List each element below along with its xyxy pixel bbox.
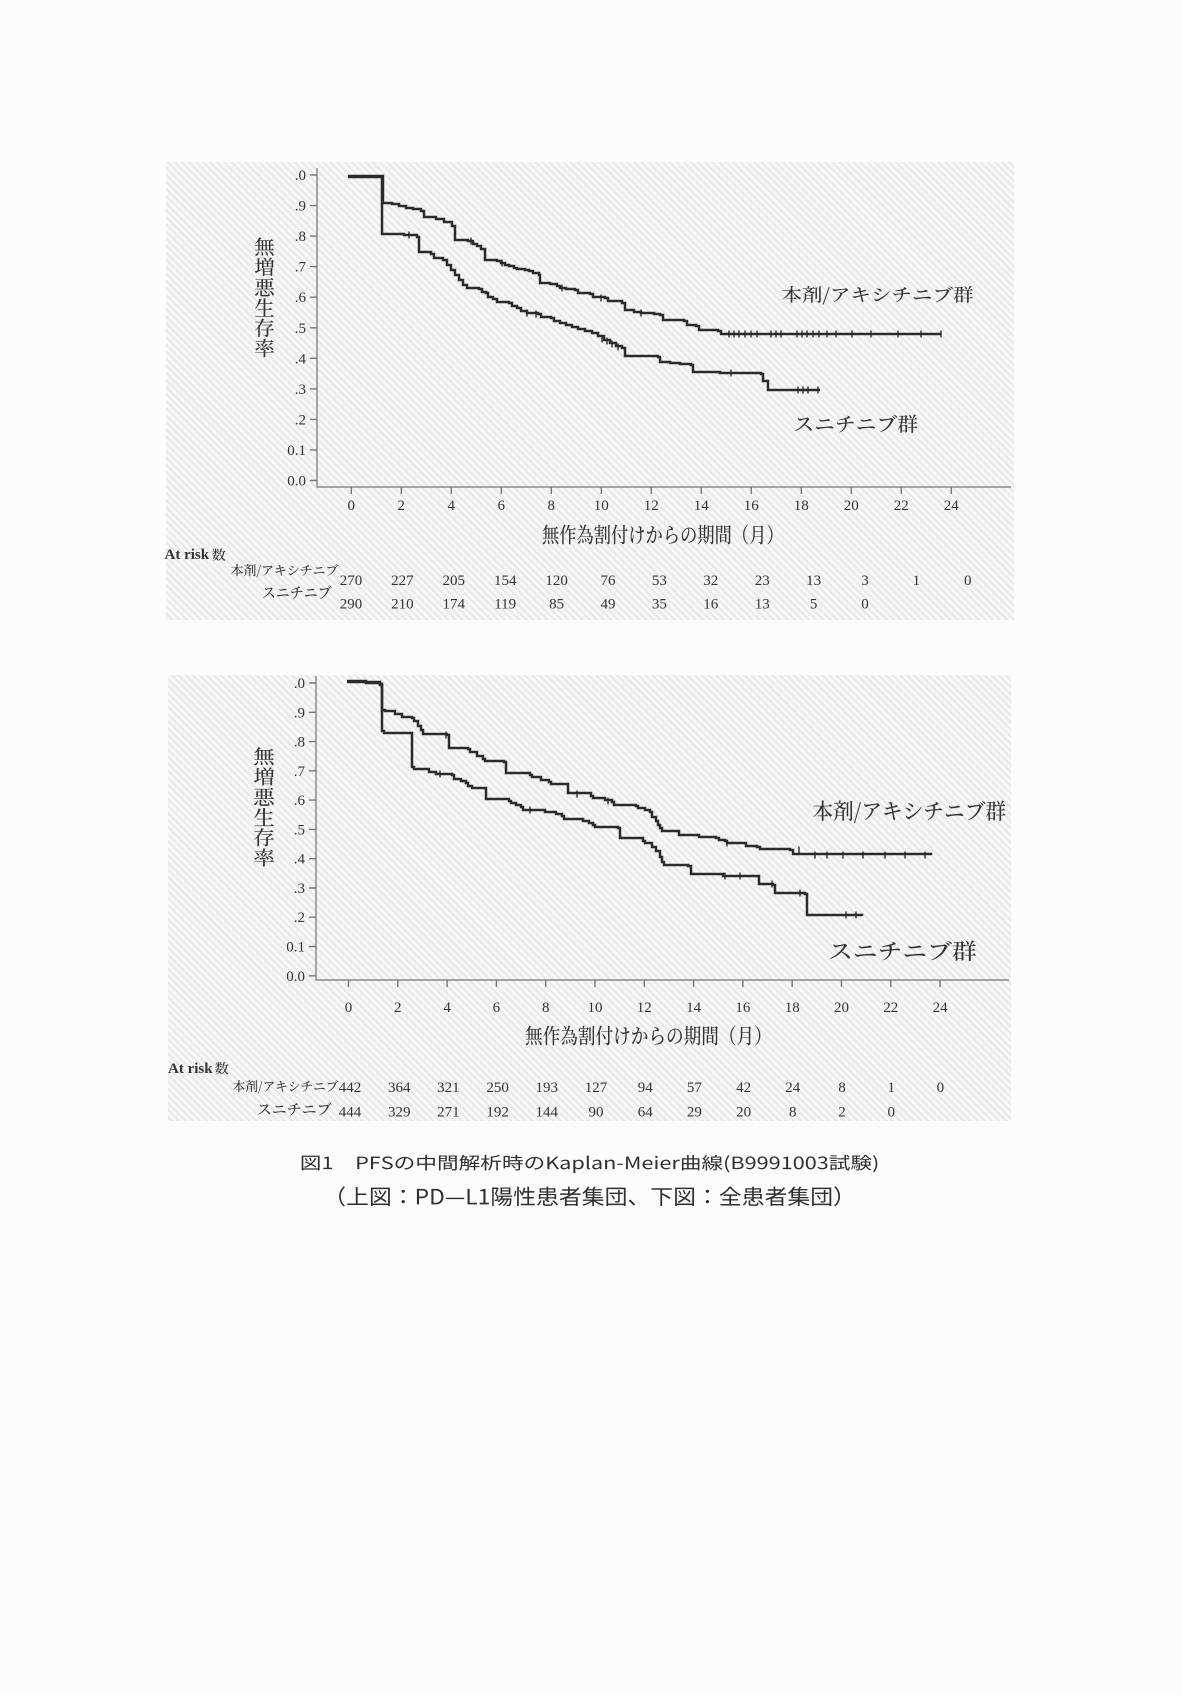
svg-text:35: 35 xyxy=(652,597,667,613)
svg-text:119: 119 xyxy=(494,597,516,613)
svg-text:.5: .5 xyxy=(294,822,305,838)
svg-text:76: 76 xyxy=(601,573,617,589)
svg-text:0: 0 xyxy=(861,597,869,613)
svg-text:14: 14 xyxy=(686,1000,702,1016)
svg-text:1: 1 xyxy=(887,1080,895,1096)
svg-text:227: 227 xyxy=(391,573,414,589)
svg-text:42: 42 xyxy=(736,1080,751,1096)
svg-text:13: 13 xyxy=(755,597,770,613)
svg-text:90: 90 xyxy=(589,1105,604,1121)
svg-text:.0: .0 xyxy=(295,168,306,184)
svg-text:127: 127 xyxy=(585,1080,608,1096)
svg-text:144: 144 xyxy=(536,1105,559,1121)
svg-text:154: 154 xyxy=(494,573,517,589)
svg-text:0: 0 xyxy=(964,573,972,589)
svg-text:.9: .9 xyxy=(295,199,306,215)
svg-text:5: 5 xyxy=(810,597,818,613)
svg-text:12: 12 xyxy=(644,498,659,514)
svg-text:8: 8 xyxy=(838,1080,846,1096)
svg-text:20: 20 xyxy=(736,1105,751,1121)
svg-text:13: 13 xyxy=(806,573,821,589)
svg-text:20: 20 xyxy=(844,498,859,514)
svg-text:24: 24 xyxy=(944,498,960,514)
svg-text:32: 32 xyxy=(703,573,718,589)
svg-text:.7: .7 xyxy=(294,764,306,780)
svg-text:.3: .3 xyxy=(294,881,305,897)
svg-text:0.0: 0.0 xyxy=(287,474,306,490)
svg-text:8: 8 xyxy=(789,1105,797,1121)
svg-text:0.1: 0.1 xyxy=(287,443,306,459)
svg-text:29: 29 xyxy=(687,1105,702,1121)
svg-text:.2: .2 xyxy=(295,412,306,428)
svg-text:205: 205 xyxy=(443,573,466,589)
svg-text:22: 22 xyxy=(883,1000,898,1016)
svg-text:22: 22 xyxy=(894,498,909,514)
svg-text:192: 192 xyxy=(486,1105,509,1121)
svg-text:193: 193 xyxy=(536,1080,559,1096)
svg-text:.0: .0 xyxy=(294,676,305,692)
svg-text:20: 20 xyxy=(834,1000,849,1016)
svg-text:.7: .7 xyxy=(295,260,307,276)
svg-text:16: 16 xyxy=(744,498,760,514)
svg-text:18: 18 xyxy=(785,1000,800,1016)
svg-text:94: 94 xyxy=(638,1080,654,1096)
svg-text:0: 0 xyxy=(345,1000,353,1016)
svg-text:18: 18 xyxy=(794,498,809,514)
svg-text:3: 3 xyxy=(861,573,869,589)
svg-text:271: 271 xyxy=(437,1105,460,1121)
svg-text:120: 120 xyxy=(545,573,568,589)
svg-text:210: 210 xyxy=(391,597,414,613)
svg-text:364: 364 xyxy=(388,1080,411,1096)
svg-text:329: 329 xyxy=(388,1105,411,1121)
svg-text:2: 2 xyxy=(838,1105,846,1121)
svg-text:.5: .5 xyxy=(295,321,306,337)
svg-text:0: 0 xyxy=(937,1080,945,1096)
svg-text:.2: .2 xyxy=(294,910,305,926)
svg-text:10: 10 xyxy=(594,498,609,514)
svg-text:2: 2 xyxy=(394,1000,402,1016)
svg-text:57: 57 xyxy=(687,1080,703,1096)
svg-text:.6: .6 xyxy=(295,290,307,306)
svg-text:0: 0 xyxy=(348,498,356,514)
svg-text:16: 16 xyxy=(703,597,719,613)
svg-text:.6: .6 xyxy=(294,793,306,809)
svg-text:321: 321 xyxy=(437,1080,460,1096)
svg-text:0.1: 0.1 xyxy=(286,940,305,956)
svg-text:85: 85 xyxy=(549,597,564,613)
svg-text:10: 10 xyxy=(588,1000,603,1016)
svg-text:.4: .4 xyxy=(294,852,306,868)
svg-text:23: 23 xyxy=(755,573,770,589)
svg-text:24: 24 xyxy=(785,1080,801,1096)
svg-text:53: 53 xyxy=(652,573,667,589)
svg-text:2: 2 xyxy=(398,498,406,514)
svg-text:250: 250 xyxy=(486,1080,509,1096)
svg-text:64: 64 xyxy=(638,1105,654,1121)
svg-text:174: 174 xyxy=(443,597,466,613)
svg-text:270: 270 xyxy=(340,573,363,589)
svg-text:.3: .3 xyxy=(295,382,306,398)
svg-text:.8: .8 xyxy=(295,229,306,245)
svg-text:49: 49 xyxy=(601,597,616,613)
svg-text:0: 0 xyxy=(887,1105,895,1121)
svg-text:0.0: 0.0 xyxy=(286,969,305,985)
svg-text:4: 4 xyxy=(448,498,456,514)
svg-text:1: 1 xyxy=(913,573,921,589)
svg-text:At risk: At risk xyxy=(168,1061,213,1077)
svg-text:8: 8 xyxy=(548,498,556,514)
svg-text:290: 290 xyxy=(340,597,363,613)
svg-text:.4: .4 xyxy=(295,351,307,367)
svg-text:12: 12 xyxy=(637,1000,652,1016)
svg-text:4: 4 xyxy=(443,1000,451,1016)
svg-text:6: 6 xyxy=(493,1000,501,1016)
svg-text:8: 8 xyxy=(542,1000,550,1016)
svg-text:At risk: At risk xyxy=(165,547,210,563)
svg-text:6: 6 xyxy=(498,498,506,514)
svg-text:442: 442 xyxy=(339,1080,362,1096)
svg-text:.8: .8 xyxy=(294,735,305,751)
svg-text:14: 14 xyxy=(694,498,710,514)
svg-text:.9: .9 xyxy=(294,705,305,721)
svg-text:444: 444 xyxy=(339,1105,362,1121)
svg-text:16: 16 xyxy=(735,1000,751,1016)
svg-text:24: 24 xyxy=(933,1000,949,1016)
